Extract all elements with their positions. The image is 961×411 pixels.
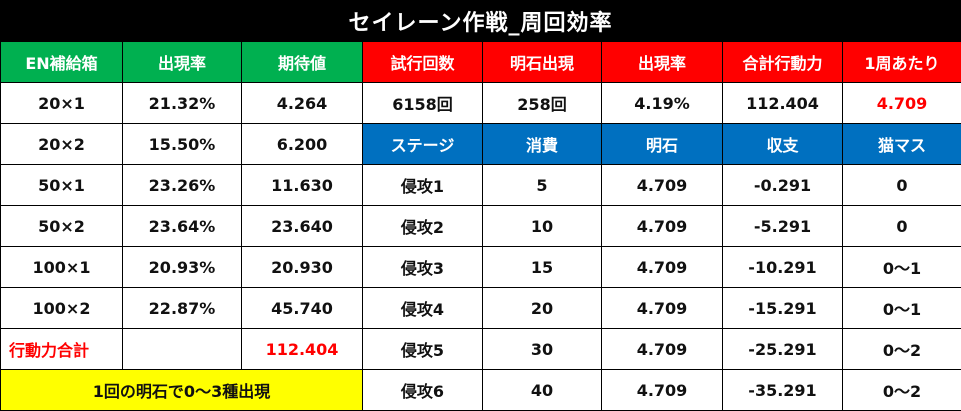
cell-stage-name[interactable]: 侵攻1 (363, 165, 483, 206)
table-row: 20×2 15.50% 6.200 ステージ 消費 明石 収支 猫マス (1, 124, 961, 165)
cell-box[interactable]: 50×1 (1, 165, 123, 206)
cell-box[interactable]: 20×2 (1, 124, 123, 165)
cell-stage-cost[interactable]: 20 (483, 288, 602, 329)
cell-summary-rate[interactable]: 4.19% (602, 83, 723, 124)
table-row: 100×2 22.87% 45.740 侵攻4 20 4.709 -15.291… (1, 288, 961, 329)
cell-box[interactable]: 50×2 (1, 206, 123, 247)
cell-rate[interactable]: 20.93% (123, 247, 242, 288)
header-balance[interactable]: 収支 (723, 124, 843, 165)
total-label[interactable]: 行動力合計 (1, 329, 123, 370)
cell-rate[interactable]: 15.50% (123, 124, 242, 165)
cell-stage-balance[interactable]: -0.291 (723, 165, 843, 206)
cell-stage-cost[interactable]: 15 (483, 247, 602, 288)
total-value[interactable]: 112.404 (242, 329, 363, 370)
cell-stage-balance[interactable]: -35.291 (723, 370, 843, 411)
cell-stage-cost[interactable]: 30 (483, 329, 602, 370)
cell-stage-cat[interactable]: 0～1 (843, 247, 961, 288)
cell-stage-akashi[interactable]: 4.709 (602, 329, 723, 370)
table-row: 20×1 21.32% 4.264 6158回 258回 4.19% 112.4… (1, 83, 961, 124)
cell-stage-name[interactable]: 侵攻6 (363, 370, 483, 411)
efficiency-table: EN補給箱 出現率 期待値 試行回数 明石出現 出現率 合計行動力 1周あたり … (0, 41, 961, 411)
cell-akashi[interactable]: 258回 (483, 83, 602, 124)
cell-stage-cost[interactable]: 5 (483, 165, 602, 206)
cell-box[interactable]: 100×1 (1, 247, 123, 288)
cell-stage-cat[interactable]: 0～1 (843, 288, 961, 329)
cell-stage-cost[interactable]: 40 (483, 370, 602, 411)
cell-rate[interactable]: 21.32% (123, 83, 242, 124)
cell-trials[interactable]: 6158回 (363, 83, 483, 124)
cell-expected[interactable]: 6.200 (242, 124, 363, 165)
cell-stage-balance[interactable]: -15.291 (723, 288, 843, 329)
header-appearance-rate-2[interactable]: 出現率 (602, 42, 723, 83)
header-total-action-power[interactable]: 合計行動力 (723, 42, 843, 83)
cell-stage-name[interactable]: 侵攻2 (363, 206, 483, 247)
cell-expected[interactable]: 11.630 (242, 165, 363, 206)
cell-stage-akashi[interactable]: 4.709 (602, 206, 723, 247)
cell-stage-name[interactable]: 侵攻4 (363, 288, 483, 329)
cell-expected[interactable]: 45.740 (242, 288, 363, 329)
sheet-title: セイレーン作戦_周回効率 (0, 0, 961, 41)
cell-box[interactable]: 20×1 (1, 83, 123, 124)
cell-stage-cat[interactable]: 0～2 (843, 370, 961, 411)
cell-stage-akashi[interactable]: 4.709 (602, 288, 723, 329)
cell-stage-name[interactable]: 侵攻5 (363, 329, 483, 370)
cell-per-lap[interactable]: 4.709 (843, 83, 961, 124)
cell-box[interactable]: 100×2 (1, 288, 123, 329)
spreadsheet: セイレーン作戦_周回効率 EN補給箱 出現率 期待値 試行回数 明石出現 出現率… (0, 0, 961, 401)
empty-cell[interactable] (123, 329, 242, 370)
cell-stage-cat[interactable]: 0 (843, 165, 961, 206)
cell-stage-akashi[interactable]: 4.709 (602, 370, 723, 411)
cell-stage-cat[interactable]: 0～2 (843, 329, 961, 370)
table-row: 100×1 20.93% 20.930 侵攻3 15 4.709 -10.291… (1, 247, 961, 288)
cell-expected[interactable]: 4.264 (242, 83, 363, 124)
table-row: 行動力合計 112.404 侵攻5 30 4.709 -25.291 0～2 (1, 329, 961, 370)
cell-rate[interactable]: 23.64% (123, 206, 242, 247)
header-expected-value[interactable]: 期待値 (242, 42, 363, 83)
header-row: EN補給箱 出現率 期待値 試行回数 明石出現 出現率 合計行動力 1周あたり (1, 42, 961, 83)
cell-expected[interactable]: 20.930 (242, 247, 363, 288)
cell-rate[interactable]: 22.87% (123, 288, 242, 329)
cell-stage-akashi[interactable]: 4.709 (602, 247, 723, 288)
cell-stage-cost[interactable]: 10 (483, 206, 602, 247)
cell-stage-balance[interactable]: -5.291 (723, 206, 843, 247)
cell-stage-balance[interactable]: -25.291 (723, 329, 843, 370)
header-cost[interactable]: 消費 (483, 124, 602, 165)
cell-stage-akashi[interactable]: 4.709 (602, 165, 723, 206)
header-akashi[interactable]: 明石 (602, 124, 723, 165)
cell-expected[interactable]: 23.640 (242, 206, 363, 247)
table-row: 1回の明石で0～3種出現 侵攻6 40 4.709 -35.291 0～2 (1, 370, 961, 411)
cell-stage-balance[interactable]: -10.291 (723, 247, 843, 288)
table-row: 50×2 23.64% 23.640 侵攻2 10 4.709 -5.291 0 (1, 206, 961, 247)
header-akashi-appearance[interactable]: 明石出現 (483, 42, 602, 83)
header-trial-count[interactable]: 試行回数 (363, 42, 483, 83)
note-cell[interactable]: 1回の明石で0～3種出現 (1, 370, 363, 411)
cell-rate[interactable]: 23.26% (123, 165, 242, 206)
cell-stage-cat[interactable]: 0 (843, 206, 961, 247)
header-per-lap[interactable]: 1周あたり (843, 42, 961, 83)
table-row: 50×1 23.26% 11.630 侵攻1 5 4.709 -0.291 0 (1, 165, 961, 206)
header-stage[interactable]: ステージ (363, 124, 483, 165)
cell-total-power[interactable]: 112.404 (723, 83, 843, 124)
header-en-box[interactable]: EN補給箱 (1, 42, 123, 83)
cell-stage-name[interactable]: 侵攻3 (363, 247, 483, 288)
header-cat-tiles[interactable]: 猫マス (843, 124, 961, 165)
header-appearance-rate[interactable]: 出現率 (123, 42, 242, 83)
